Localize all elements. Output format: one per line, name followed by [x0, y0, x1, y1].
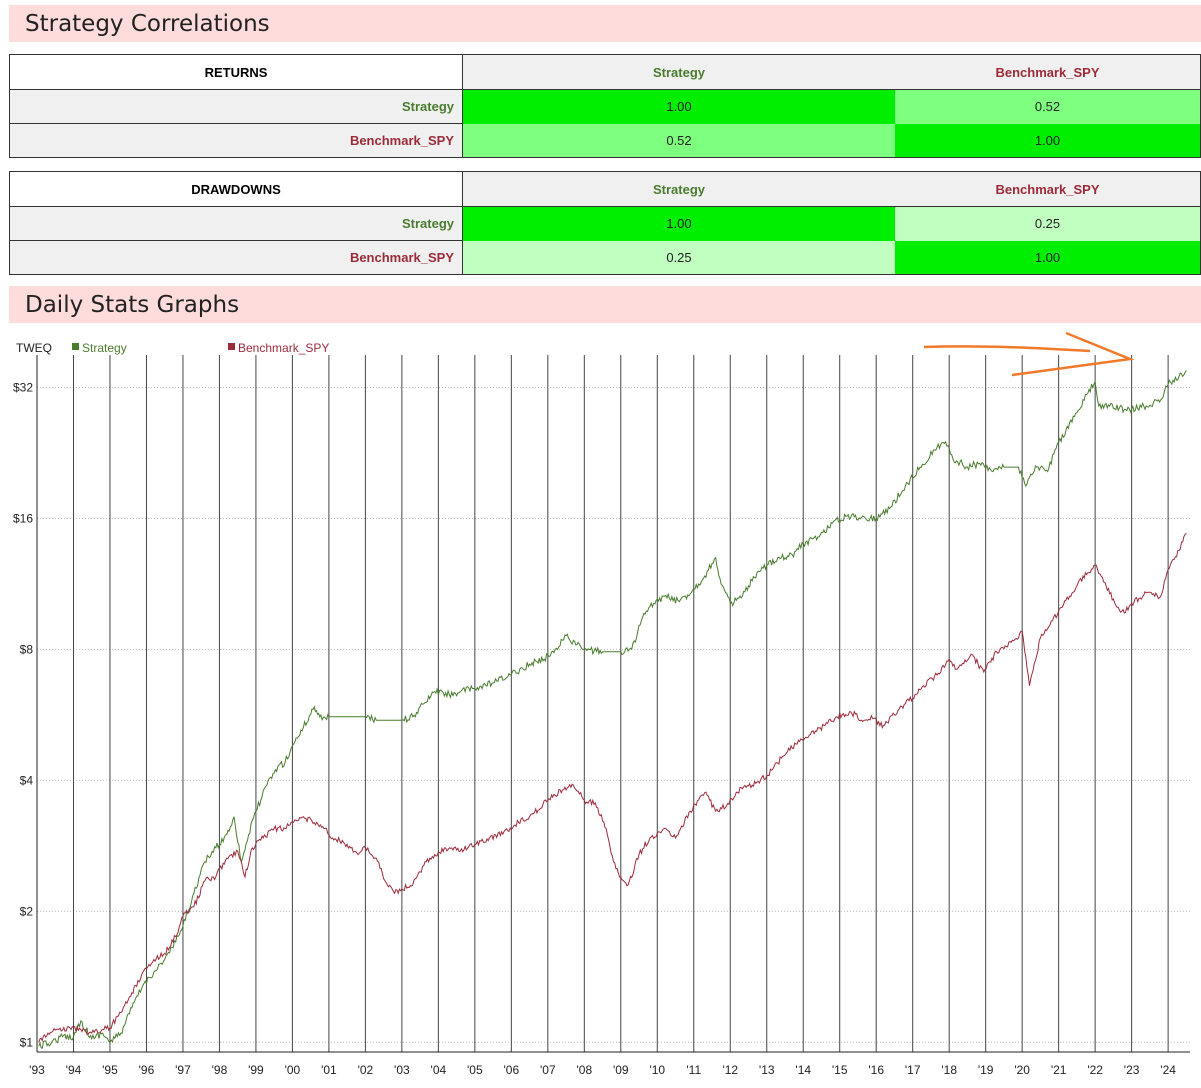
series-line-strategy	[38, 370, 1187, 1049]
chart-title: TWEQ	[16, 341, 52, 355]
x-tick-label: '10	[649, 1063, 665, 1077]
y-tick-label: $16	[13, 511, 33, 525]
section-title: Strategy Correlations	[25, 11, 270, 37]
x-tick-label: '24	[1160, 1063, 1176, 1077]
correlation-cell: 1.00	[462, 206, 895, 241]
x-tick-label: '93	[29, 1063, 45, 1077]
arrow-shaft	[923, 345, 1091, 353]
x-tick-label: '15	[832, 1063, 848, 1077]
legend: TWEQ Strategy Benchmark_SPY	[16, 341, 329, 355]
row-header-strategy: Strategy	[9, 89, 463, 124]
row-header-strategy: Strategy	[9, 206, 463, 241]
correlation-cell: 0.25	[462, 240, 895, 275]
series-layer	[38, 370, 1187, 1049]
x-tick-label: '20	[1014, 1063, 1030, 1077]
x-tick-label: '05	[467, 1063, 483, 1077]
col-header-benchmark: Benchmark_SPY	[895, 54, 1201, 90]
x-tick-label: '94	[66, 1063, 82, 1077]
y-tick-label: $2	[20, 904, 34, 918]
section-header-correlations: Strategy Correlations	[9, 5, 1201, 42]
table-title: DRAWDOWNS	[9, 171, 463, 207]
x-tick-label: '95	[102, 1063, 118, 1077]
x-tick-label: '08	[576, 1063, 592, 1077]
x-tick-label: '97	[175, 1063, 191, 1077]
section-header-graphs: Daily Stats Graphs	[9, 286, 1201, 323]
legend-label-strategy: Strategy	[82, 341, 127, 355]
x-tick-label: '01	[321, 1063, 337, 1077]
y-tick-label: $1	[20, 1035, 34, 1049]
returns-correlation-table: RETURNS Strategy Benchmark_SPY Strategy …	[9, 54, 1201, 158]
row-header-benchmark: Benchmark_SPY	[9, 123, 463, 158]
x-tick-label: '06	[504, 1063, 520, 1077]
col-header-strategy: Strategy	[462, 171, 895, 207]
legend-swatch-strategy	[72, 343, 79, 350]
axes: $1 $2 $4 $8 $16 $32 '93 '94 '95 '96 '97 '98 '99 '00 '0…	[13, 355, 1190, 1077]
y-tick-label: $8	[20, 642, 34, 656]
legend-swatch-benchmark	[228, 343, 235, 350]
x-tick-label: '09	[613, 1063, 629, 1077]
correlation-cell: 1.00	[462, 89, 895, 124]
x-tick-label: '23	[1124, 1063, 1140, 1077]
x-tick-label: '18	[941, 1063, 957, 1077]
x-tick-label: '02	[358, 1063, 374, 1077]
correlation-cell: 1.00	[895, 240, 1201, 275]
x-tick-label: '07	[540, 1063, 556, 1077]
row-header-benchmark: Benchmark_SPY	[9, 240, 463, 275]
x-tick-label: '99	[248, 1063, 264, 1077]
correlation-cell: 0.52	[895, 89, 1201, 124]
x-tick-label: '12	[722, 1063, 738, 1077]
annotation-arrow	[923, 331, 1135, 377]
x-tick-label: '04	[431, 1063, 447, 1077]
series-line-benchmark	[38, 532, 1187, 1043]
correlation-cell: 1.00	[895, 123, 1201, 158]
drawdowns-correlation-table: DRAWDOWNS Strategy Benchmark_SPY Strateg…	[9, 171, 1201, 275]
x-tick-label: '03	[394, 1063, 410, 1077]
table-title: RETURNS	[9, 54, 463, 90]
x-tick-label: '17	[905, 1063, 921, 1077]
arrow-head	[1011, 331, 1135, 377]
x-tick-label: '96	[139, 1063, 155, 1077]
grid	[37, 355, 1190, 1052]
y-tick-label: $4	[20, 773, 34, 787]
x-tick-label: '22	[1087, 1063, 1103, 1077]
correlation-cell: 0.25	[895, 206, 1201, 241]
correlation-cell: 0.52	[462, 123, 895, 158]
equity-curve-chart: $1 $2 $4 $8 $16 $32 '93 '94 '95 '96 '97 '98 '99 '00 '0…	[13, 331, 1190, 1077]
legend-label-benchmark: Benchmark_SPY	[238, 341, 329, 355]
x-tick-label: '11	[686, 1063, 701, 1077]
x-tick-label: '16	[868, 1063, 884, 1077]
x-tick-label: '21	[1051, 1063, 1067, 1077]
x-tick-label: '98	[212, 1063, 228, 1077]
x-tick-label: '13	[759, 1063, 775, 1077]
x-tick-label: '19	[978, 1063, 994, 1077]
x-tick-label: '14	[795, 1063, 811, 1077]
col-header-benchmark: Benchmark_SPY	[895, 171, 1201, 207]
y-tick-label: $32	[13, 380, 33, 394]
col-header-strategy: Strategy	[462, 54, 895, 90]
x-tick-label: '00	[285, 1063, 301, 1077]
section-title: Daily Stats Graphs	[25, 292, 240, 318]
